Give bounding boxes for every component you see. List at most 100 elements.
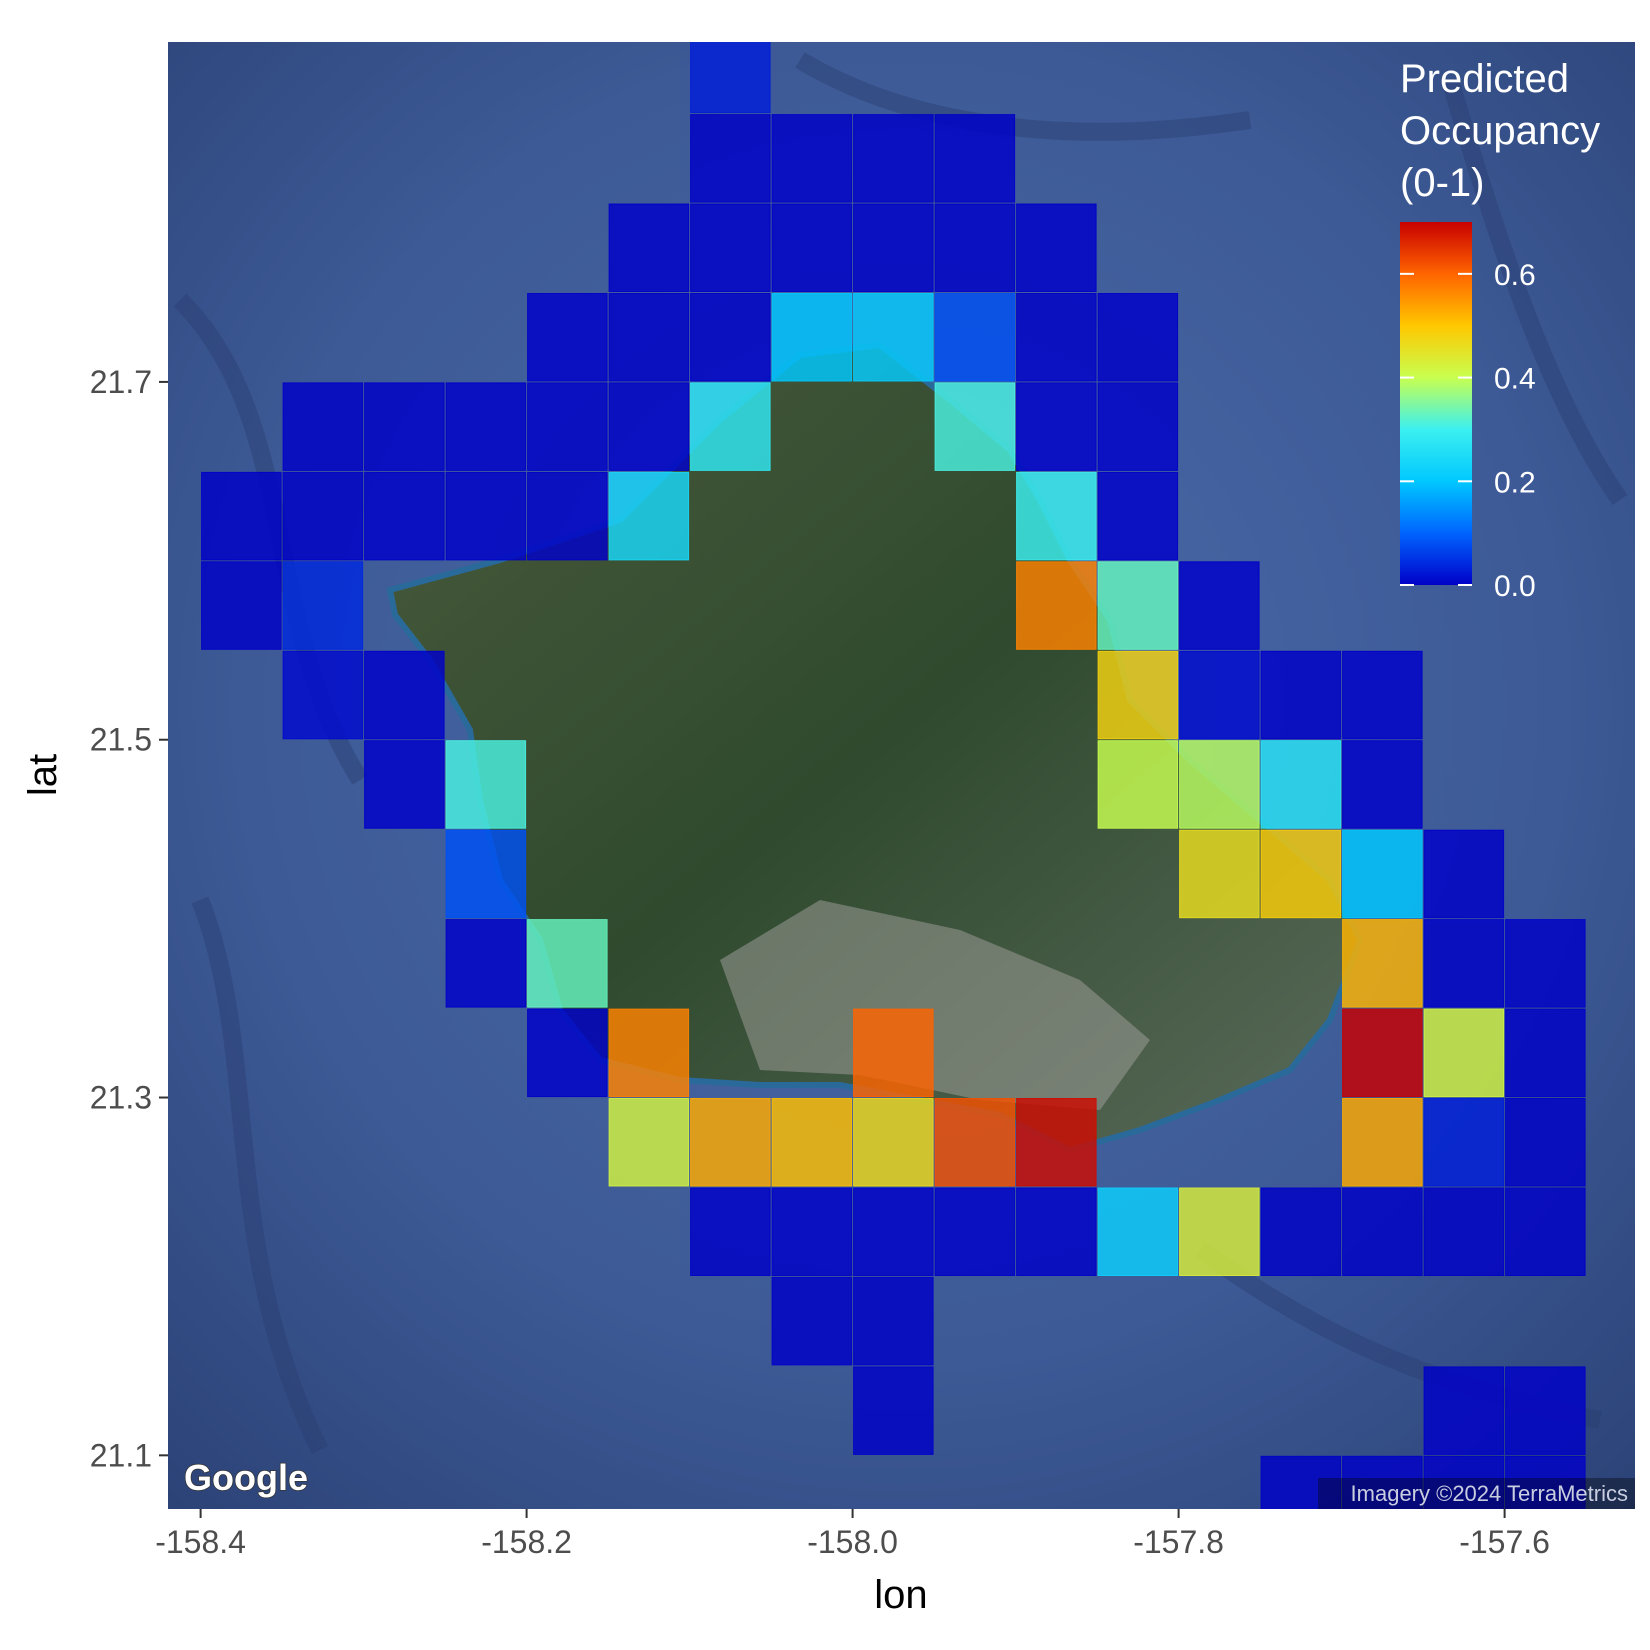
occupancy-cell-4 bbox=[934, 114, 1016, 203]
occupancy-cell-92 bbox=[1423, 1366, 1505, 1455]
y-tick-label-1: 21.3 bbox=[90, 1080, 152, 1116]
occupancy-cell-59 bbox=[527, 919, 608, 1008]
y-axis: 21.1 21.3 21.5 21.7 bbox=[90, 364, 168, 1473]
occupancy-cell-82 bbox=[1016, 1187, 1097, 1276]
occupancy-cell-35 bbox=[1097, 471, 1179, 561]
occupancy-cell-84 bbox=[1179, 1187, 1260, 1276]
occupancy-cell-11 bbox=[527, 293, 608, 382]
occupancy-cell-16 bbox=[934, 293, 1016, 382]
occupancy-cell-53 bbox=[445, 829, 527, 919]
occupancy-cell-25 bbox=[934, 382, 1016, 471]
occupancy-cell-5 bbox=[608, 203, 690, 292]
legend-colorbar bbox=[1400, 222, 1472, 585]
occupancy-cell-27 bbox=[1097, 382, 1179, 471]
occupancy-cells bbox=[201, 42, 1586, 1509]
occupancy-cell-2 bbox=[771, 114, 853, 203]
occupancy-cell-88 bbox=[1505, 1187, 1586, 1276]
y-axis-title: lat bbox=[21, 754, 65, 796]
occupancy-cell-6 bbox=[690, 203, 771, 292]
occupancy-cell-47 bbox=[364, 740, 445, 829]
occupancy-cell-50 bbox=[1179, 740, 1260, 829]
occupancy-cell-42 bbox=[364, 650, 445, 740]
occupancy-cell-63 bbox=[527, 1008, 608, 1098]
occupancy-cell-54 bbox=[1179, 829, 1260, 919]
occupancy-cell-79 bbox=[771, 1187, 853, 1276]
occupancy-cell-39 bbox=[1097, 561, 1179, 650]
occupancy-cell-89 bbox=[771, 1276, 853, 1366]
occupancy-cell-41 bbox=[282, 650, 364, 740]
occupancy-cell-15 bbox=[853, 293, 934, 382]
occupancy-cell-94 bbox=[1260, 1455, 1342, 1509]
occupancy-cell-28 bbox=[201, 471, 282, 561]
occupancy-cell-68 bbox=[1505, 1008, 1586, 1098]
occupancy-cell-34 bbox=[1016, 471, 1097, 561]
occupancy-cell-96 bbox=[1423, 1455, 1505, 1509]
occupancy-cell-8 bbox=[853, 203, 934, 292]
occupancy-cell-97 bbox=[1505, 1455, 1586, 1509]
occupancy-cell-46 bbox=[1342, 650, 1423, 740]
occupancy-cell-95 bbox=[1342, 1455, 1423, 1509]
y-tick-label-3: 21.7 bbox=[90, 364, 152, 400]
occupancy-cell-66 bbox=[1342, 1008, 1423, 1098]
x-tick-label-1: -158.2 bbox=[481, 1524, 572, 1560]
occupancy-cell-33 bbox=[608, 471, 690, 561]
occupancy-cell-13 bbox=[690, 293, 771, 382]
occupancy-cell-17 bbox=[1016, 293, 1097, 382]
occupancy-cell-85 bbox=[1260, 1187, 1342, 1276]
occupancy-cell-38 bbox=[1016, 561, 1097, 650]
x-tick-label-2: -158.0 bbox=[807, 1524, 898, 1560]
occupancy-cell-24 bbox=[690, 382, 771, 471]
x-axis-title: lon bbox=[874, 1573, 927, 1617]
occupancy-cell-52 bbox=[1342, 740, 1423, 829]
occupancy-cell-55 bbox=[1260, 829, 1342, 919]
occupancy-cell-30 bbox=[364, 471, 445, 561]
occupancy-cell-75 bbox=[1342, 1098, 1423, 1187]
occupancy-cell-43 bbox=[1097, 650, 1179, 740]
occupancy-cell-0 bbox=[690, 42, 771, 114]
occupancy-cell-31 bbox=[445, 471, 527, 561]
credit-background bbox=[1318, 1478, 1635, 1509]
occupancy-cell-57 bbox=[1423, 829, 1505, 919]
legend-ticks: 0.0 0.2 0.4 0.6 bbox=[1400, 259, 1536, 603]
legend-tick-label-1: 0.2 bbox=[1494, 466, 1536, 499]
google-logo: Google bbox=[184, 1457, 308, 1498]
legend-title-line-2: Occupancy bbox=[1400, 109, 1600, 153]
occupancy-cell-1 bbox=[690, 114, 771, 203]
occupancy-cell-32 bbox=[527, 471, 608, 561]
occupancy-cell-22 bbox=[527, 382, 608, 471]
occupancy-cell-26 bbox=[1016, 382, 1097, 471]
occupancy-cell-14 bbox=[771, 293, 853, 382]
occupancy-cell-60 bbox=[1342, 919, 1423, 1008]
occupancy-cell-18 bbox=[1097, 293, 1179, 382]
occupancy-cell-23 bbox=[608, 382, 690, 471]
x-tick-label-3: -157.8 bbox=[1133, 1524, 1224, 1560]
x-tick-label-0: -158.4 bbox=[155, 1524, 246, 1560]
y-tick-label-2: 21.5 bbox=[90, 722, 152, 758]
occupancy-cell-51 bbox=[1260, 740, 1342, 829]
occupancy-cell-67 bbox=[1423, 1008, 1505, 1098]
occupancy-cell-62 bbox=[1505, 919, 1586, 1008]
occupancy-cell-19 bbox=[282, 382, 364, 471]
legend-tick-label-3: 0.6 bbox=[1494, 259, 1536, 292]
occupancy-cell-87 bbox=[1423, 1187, 1505, 1276]
occupancy-cell-56 bbox=[1342, 829, 1423, 919]
occupancy-cell-72 bbox=[853, 1098, 934, 1187]
legend-tick-label-2: 0.4 bbox=[1494, 363, 1536, 396]
occupancy-cell-80 bbox=[853, 1187, 934, 1276]
occupancy-cell-77 bbox=[1505, 1098, 1586, 1187]
occupancy-cell-76 bbox=[1423, 1098, 1505, 1187]
occupancy-cell-64 bbox=[608, 1008, 690, 1098]
x-axis: -158.4 -158.2 -158.0 -157.8 -157.6 bbox=[155, 1509, 1550, 1560]
occupancy-cell-44 bbox=[1179, 650, 1260, 740]
occupancy-cell-40 bbox=[1179, 561, 1260, 650]
occupancy-cell-69 bbox=[608, 1098, 690, 1187]
occupancy-cell-12 bbox=[608, 293, 690, 382]
occupancy-cell-93 bbox=[1505, 1366, 1586, 1455]
occupancy-cell-91 bbox=[853, 1366, 934, 1455]
legend-title-line-1: Predicted bbox=[1400, 57, 1569, 101]
occupancy-cell-71 bbox=[771, 1098, 853, 1187]
occupancy-cell-58 bbox=[445, 919, 527, 1008]
legend-title-line-3: (0-1) bbox=[1400, 161, 1484, 205]
occupancy-cell-21 bbox=[445, 382, 527, 471]
